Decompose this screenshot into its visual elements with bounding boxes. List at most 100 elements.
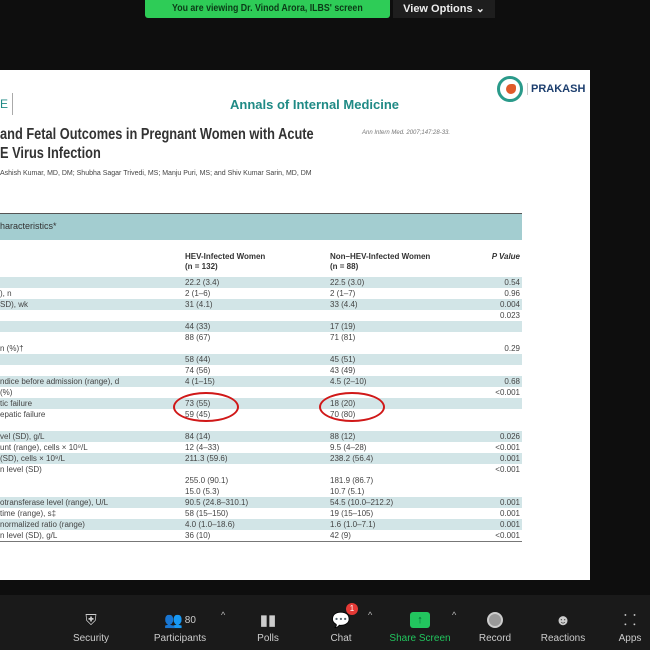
table-cell: 2 (1–6) [185, 289, 211, 298]
table-cell: 1.6 (1.0–7.1) [330, 520, 376, 529]
header-p-value: P Value [491, 252, 520, 261]
table-row: 22.2 (3.4) 22.5 (3.0) 0.54 [0, 277, 522, 288]
table-cell: 88 (67) [185, 333, 211, 342]
chat-icon: 💬 1 [296, 603, 386, 633]
table-cell: <0.001 [495, 531, 520, 540]
record-label: Record [478, 633, 512, 644]
table-cell: 9.5 (4–28) [330, 443, 367, 452]
polls-button[interactable]: ▮▮ Polls [223, 595, 313, 644]
viewing-banner: You are viewing Dr. Vinod Arora, ILBS' s… [145, 0, 390, 18]
table-cell: 10.7 (5.1) [330, 487, 365, 496]
table-cell: 0.026 [499, 432, 520, 441]
table-cell: normalized ratio (range) [0, 520, 85, 529]
reactions-label: Reactions [540, 633, 586, 644]
header-hev-n: (n = 132) [185, 262, 218, 271]
table-cell: 0.004 [499, 300, 520, 309]
citation: Ann Intern Med. 2007;147:28-33. [362, 130, 451, 136]
red-annotation-circle [173, 392, 239, 422]
table-cell: <0.001 [495, 465, 520, 474]
table-cell: ndice before admission (range), d [0, 377, 120, 386]
prakash-logo: PRAKASH [497, 76, 585, 102]
table-cell: 0.001 [499, 454, 520, 463]
table-cell: 255.0 (90.1) [185, 476, 229, 485]
table-cell: 238.2 (56.4) [330, 454, 374, 463]
table-cell: n level (SD) [0, 465, 42, 474]
table-row: 15.0 (5.3) 10.7 (5.1) [0, 486, 522, 497]
participants-button[interactable]: 👥 80 Participants [135, 595, 225, 644]
table-row: ndice before admission (range), d 4 (1–15… [0, 376, 522, 387]
table-cell: epatic failure [0, 410, 46, 419]
record-button[interactable]: Record [450, 595, 540, 644]
table-row: epatic failure 59 (45) 70 (80) [0, 409, 522, 420]
table-row: 74 (56) 43 (49) [0, 365, 522, 376]
table-row: unt (range), cells × 10⁹/L 12 (4–33) 9.5 (… [0, 442, 522, 453]
table-cell: <0.001 [495, 443, 520, 452]
table-cell: 43 (49) [330, 366, 356, 375]
security-button[interactable]: ⛨ Security [46, 595, 136, 645]
table-cell: 88 (12) [330, 432, 356, 441]
table-cell: 211.3 (59.6) [185, 454, 228, 463]
table-cell: 0.001 [499, 498, 520, 507]
liver-logo-icon [497, 76, 523, 102]
apps-button[interactable]: ⸬ Apps [585, 595, 650, 644]
header-non-hev: Non–HEV-Infected Women [330, 252, 431, 261]
table-row: otransferase level (range), U/L 90.5 (24.… [0, 497, 522, 508]
journal-name: Annals of Internal Medicine [230, 97, 400, 112]
table-row: 88 (67) 71 (81) [0, 332, 522, 343]
table-cell: 0.001 [499, 509, 520, 518]
table-cell: 0.54 [504, 278, 520, 287]
apps-label: Apps [618, 633, 642, 644]
table-cell: 22.2 (3.4) [185, 278, 220, 287]
table-row: ), n 2 (1–6) 2 (1–7) 0.96 [0, 288, 522, 299]
table-cell: 44 (33) [185, 322, 211, 331]
table-cell: vel (SD), g/L [0, 432, 45, 441]
table-row [0, 420, 522, 431]
table-cell: 71 (81) [330, 333, 356, 342]
table-cell: 84 (14) [185, 432, 211, 441]
share-caret[interactable]: ^ [452, 610, 457, 620]
participants-caret[interactable]: ^ [221, 610, 226, 620]
table-cell: 181.9 (86.7) [330, 476, 374, 485]
table-cell: 4.5 (2–10) [330, 377, 367, 386]
chat-badge: 1 [346, 603, 358, 615]
chat-button[interactable]: 💬 1 Chat [296, 595, 386, 644]
table-cell: <0.001 [495, 388, 520, 397]
table-cell: n level (SD), g/L [0, 531, 58, 540]
table-cell: 90.5 (24.8–310.1) [185, 498, 249, 507]
table-cell: (SD), cells × 10⁹/L [0, 454, 66, 463]
table-cell: 58 (15–150) [185, 509, 229, 518]
table-row: (SD), cells × 10⁹/L 211.3 (59.6) 238.2 (56… [0, 453, 522, 464]
journal-left-text: E [0, 97, 9, 111]
table-row: n level (SD) <0.001 [0, 464, 522, 475]
table-cell: ), n [0, 289, 12, 298]
chat-caret[interactable]: ^ [368, 610, 373, 620]
table-cell: 33 (4.4) [330, 300, 358, 309]
title-line: E Virus Infection [0, 145, 101, 162]
participants-icon: 👥 80 [164, 612, 196, 629]
share-screen-button[interactable]: ↑ Share Screen [375, 595, 465, 644]
table-row: 44 (33) 17 (19) [0, 321, 522, 332]
table-title: haracteristics* [0, 213, 522, 240]
table-cell: n (%)† [0, 344, 24, 353]
table-cell: 42 (9) [330, 531, 351, 540]
table-cell: 4 (1–15) [185, 377, 215, 386]
polls-icon: ▮▮ [259, 612, 277, 629]
table-cell: SD), wk [0, 300, 28, 309]
table-row: n (%)† 0.29 [0, 343, 522, 354]
table-row: SD), wk 31 (4.1) 33 (4.4) 0.004 [0, 299, 522, 310]
table-cell: time (range), s‡ [0, 509, 57, 518]
table-row: normalized ratio (range) 4.0 (1.0–18.6) 1.… [0, 519, 522, 530]
table-row: (%) <0.001 [0, 387, 522, 398]
table-cell: 0.001 [499, 520, 520, 529]
table-cell: 0.96 [504, 289, 520, 298]
paper-title: and Fetal Outcomes in Pregnant Women wit… [0, 125, 314, 163]
viewing-banner-text: You are viewing Dr. Vinod Arora, ILBS' s… [172, 3, 363, 14]
apps-icon: ⸬ [623, 612, 637, 629]
reactions-button[interactable]: ☻ Reactions [518, 595, 608, 645]
table-cell: 0.29 [504, 344, 520, 353]
view-options-button[interactable]: View Options ⌄ [393, 0, 495, 18]
table-cell: 0.68 [504, 377, 520, 386]
table-cell: 0.023 [499, 311, 520, 320]
table-cell: 2 (1–7) [330, 289, 356, 298]
authors: Ashish Kumar, MD, DM; Shubha Sagar Trive… [0, 170, 312, 177]
